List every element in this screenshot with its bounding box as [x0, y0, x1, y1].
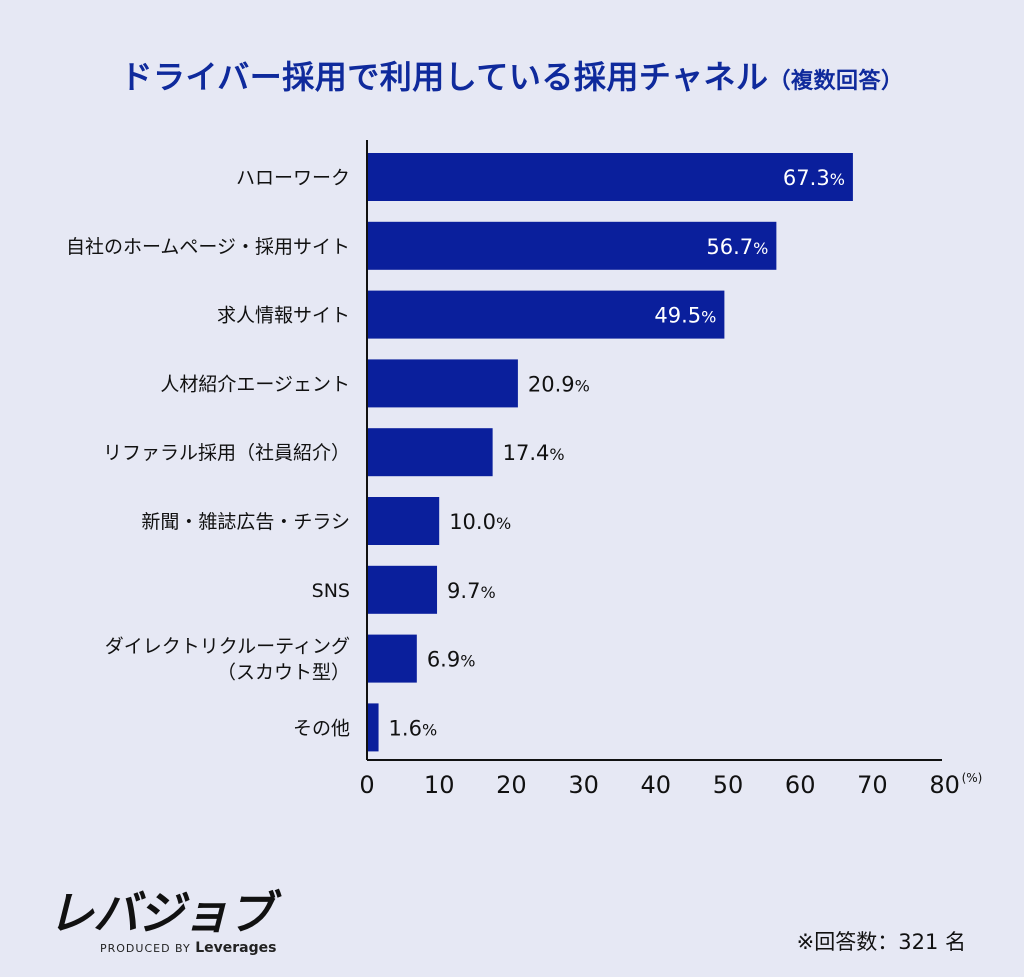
- value-label-5: 10.0%: [449, 510, 511, 534]
- value-label-6: 9.7%: [447, 579, 496, 603]
- category-label-4: リファラル採用（社員紹介）: [103, 442, 350, 464]
- bar-0: [367, 153, 853, 201]
- bar-2: [367, 290, 725, 339]
- logo-produced-by: PRODUCED BY Leverages: [100, 940, 276, 956]
- category-label-1: 自社のホームページ・採用サイト: [66, 236, 350, 258]
- chart-subtitle: （複数回答）: [768, 69, 904, 94]
- x-tick-label-50: 50: [713, 771, 744, 799]
- category-label-0: ハローワーク: [236, 167, 350, 189]
- chart-title-main: ドライバー採用で利用している採用チャネル: [120, 58, 769, 96]
- value-label-0: 67.3%: [783, 166, 845, 190]
- bar-7: [367, 634, 417, 683]
- bar-5: [367, 497, 440, 545]
- x-tick-label-20: 20: [496, 771, 527, 799]
- value-label-8: 1.6%: [389, 716, 438, 740]
- value-label-3: 20.9%: [528, 372, 590, 396]
- bar-1: [367, 221, 777, 270]
- x-tick-label-70: 70: [857, 771, 888, 799]
- value-label-7: 6.9%: [427, 648, 476, 672]
- x-tick-label-0: 0: [359, 771, 374, 799]
- x-axis-ticks: 0 10 20 30 40 50 60 70 80 (%): [359, 771, 982, 799]
- category-label-7: ダイレクトリクルーティング（スカウト型）: [105, 636, 350, 684]
- chart-title: ドライバー採用で利用している採用チャネル（複数回答）: [0, 52, 1024, 98]
- x-tick-label-80: 80: [929, 771, 960, 799]
- bar-6: [367, 565, 438, 614]
- produced-by-text: PRODUCED BY: [100, 942, 191, 955]
- value-labels: 67.3% 56.7% 49.5% 20.9% 17.4% 10.0% 9.7% 6.9% 1.…: [389, 166, 845, 740]
- value-label-1: 56.7%: [706, 235, 768, 259]
- value-label-2: 49.5%: [654, 304, 716, 328]
- x-tick-label-40: 40: [641, 771, 672, 799]
- value-label-4: 17.4%: [503, 441, 565, 465]
- x-tick-label-10: 10: [424, 771, 455, 799]
- category-label-2: 求人情報サイト: [217, 305, 350, 327]
- category-label-6: SNS: [312, 580, 350, 602]
- x-tick-label-30: 30: [568, 771, 599, 799]
- category-label-5: 新聞・雑誌広告・チラシ: [141, 511, 350, 533]
- category-labels: ハローワーク自社のホームページ・採用サイト求人情報サイト人材紹介エージェントリフ…: [66, 167, 350, 739]
- x-axis-unit: (%): [962, 771, 983, 785]
- brand-name: Leverages: [195, 940, 277, 956]
- bars-group: [367, 153, 853, 752]
- respondent-count-note: ※回答数：321 名: [796, 930, 966, 954]
- bar-3: [367, 359, 518, 408]
- leverages-logo: レバジョブ PRODUCED BY Leverages: [48, 888, 276, 956]
- bar-4: [367, 428, 493, 477]
- category-label-8: その他: [293, 717, 350, 739]
- bar-8: [367, 703, 379, 752]
- x-tick-label-60: 60: [785, 771, 816, 799]
- logo-wordmark: レバジョブ: [48, 886, 274, 940]
- category-label-3: 人材紹介エージェント: [160, 373, 350, 395]
